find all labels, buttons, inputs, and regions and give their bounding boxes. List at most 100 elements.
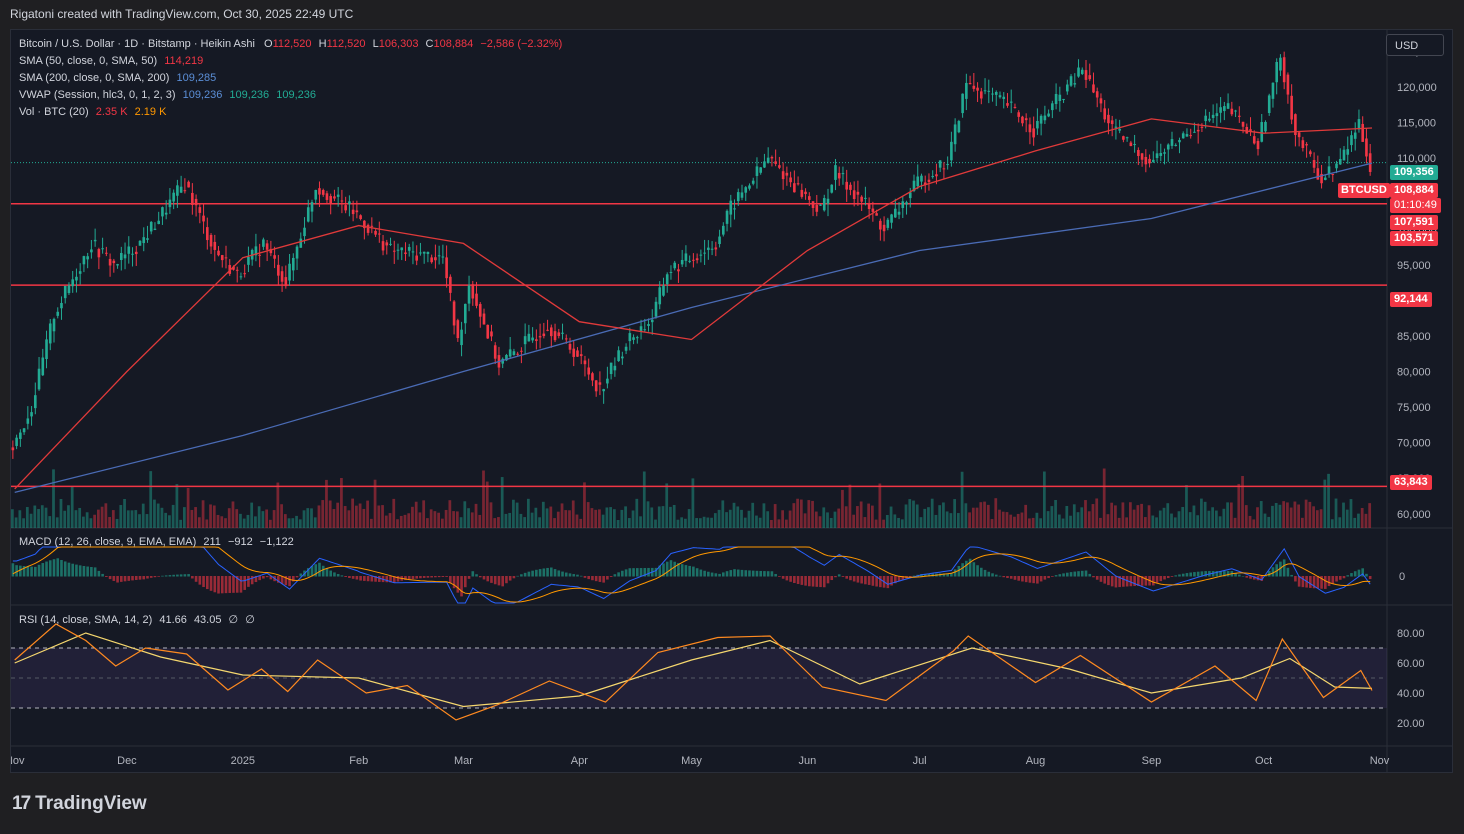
rsi-legend[interactable]: RSI (14, close, SMA, 14, 2) 41.66 43.05 … [19, 613, 255, 626]
volume-bar [740, 509, 743, 528]
macd-histogram-bar [60, 559, 63, 577]
legend-volume-row[interactable]: Vol · BTC (20) 2.35 K 2.19 K [19, 104, 562, 121]
candle-body [583, 360, 587, 365]
candle-body [950, 141, 953, 161]
candle-body [490, 331, 493, 337]
candle-body [45, 339, 48, 360]
candle-body [434, 257, 437, 261]
macd-histogram-bar [535, 569, 538, 577]
volume-bar [676, 519, 680, 528]
price-chart[interactable]: 125,000120,000115,000110,000105,000100,0… [11, 30, 1453, 773]
macd-histogram-bar [688, 565, 691, 577]
candle-body [617, 350, 620, 362]
currency-selector[interactable]: USD [1386, 34, 1444, 56]
candle-body [1241, 121, 1245, 127]
chart-frame[interactable]: 125,000120,000115,000110,000105,000100,0… [10, 29, 1453, 773]
macd-histogram-bar [220, 576, 224, 594]
macd-histogram-bar [1118, 576, 1121, 588]
candle-body [333, 196, 336, 199]
volume-bar [418, 512, 422, 528]
macd-histogram-bar [411, 576, 415, 580]
macd-histogram-bar [1286, 567, 1290, 577]
macd-histogram-bar [736, 569, 740, 577]
candle-body [426, 251, 430, 255]
macd-histogram-bar [1200, 571, 1204, 577]
candle-body [329, 196, 333, 204]
candle-body [366, 224, 370, 233]
volume-bar [1106, 514, 1110, 528]
volume-bar [1218, 516, 1222, 528]
macd-histogram-bar [478, 576, 482, 578]
vwap-value-1: 109,236 [182, 89, 223, 101]
candle-body [452, 301, 456, 326]
candle-body [673, 262, 677, 269]
candle-body [1193, 131, 1196, 133]
legend-vwap-row[interactable]: VWAP (Session, hlc3, 0, 1, 2, 3) 109,236… [19, 87, 562, 104]
volume-bar [1061, 518, 1065, 528]
volume-bar [624, 506, 627, 528]
volume-bar [463, 501, 467, 528]
volume-bar [523, 517, 526, 528]
macd-histogram-bar [119, 576, 123, 582]
macd-histogram-bar [680, 564, 684, 577]
volume-bar [25, 507, 29, 528]
candle-body [153, 228, 157, 230]
legend-sma50-row[interactable]: SMA (50, close, 0, SMA, 50) 114,219 [19, 53, 562, 70]
price-tick-label: 80,000 [1397, 366, 1431, 378]
candle-body [643, 329, 647, 331]
candle-body [1309, 151, 1312, 155]
tradingview-logo[interactable]: 17 TradingView [12, 793, 147, 815]
macd-histogram-bar [127, 576, 131, 581]
legend-sma200-row[interactable]: SMA (200, close, 0, SMA, 200) 109,285 [19, 70, 562, 87]
candle-body [624, 346, 628, 351]
candle-body [1021, 116, 1024, 124]
macd-histogram-bar [830, 576, 834, 581]
macd-histogram-bar [1234, 572, 1237, 577]
volume-bar [1114, 505, 1117, 528]
candle-body [1290, 95, 1293, 120]
macd-histogram-bar [1163, 576, 1166, 580]
macd-histogram-bar [908, 576, 912, 578]
rsi-label: RSI (14, close, SMA, 14, 2) [19, 614, 153, 626]
macd-histogram-bar [501, 576, 505, 587]
volume-bar [358, 503, 362, 528]
volume-bar [1196, 515, 1200, 528]
candle-body [71, 279, 75, 287]
volume-bar [205, 519, 209, 528]
volume-bar [942, 502, 945, 528]
macd-histogram-bar [1155, 576, 1159, 584]
candle-body [1249, 129, 1252, 131]
symbol-title[interactable]: Bitcoin / U.S. Dollar · 1D · Bitstamp · … [19, 38, 255, 50]
candle-body [897, 211, 901, 215]
macd-histogram-bar [164, 575, 168, 577]
macd-histogram-bar [1312, 576, 1316, 589]
candle-body [849, 184, 852, 190]
volume-bar [1013, 516, 1016, 528]
macd-histogram-bar [82, 565, 86, 577]
candle-body [1166, 144, 1170, 150]
volume-bar [272, 510, 276, 528]
macd-histogram-bar [426, 576, 430, 578]
volume-bar [971, 507, 975, 528]
macd-histogram-bar [1260, 576, 1264, 581]
volume-bar [55, 517, 59, 528]
candle-body [344, 205, 347, 211]
candle-body [78, 271, 82, 274]
candle-body [41, 357, 45, 376]
time-tick-label: Mar [454, 755, 473, 767]
volume-bar [807, 500, 811, 528]
volume-bar [657, 506, 661, 528]
volume-bar [770, 519, 773, 528]
volume-bar [1121, 502, 1125, 528]
macd-histogram-bar [123, 576, 127, 582]
macd-histogram-bar [1193, 572, 1196, 577]
volume-bar [254, 516, 257, 528]
volume-bar [957, 513, 960, 528]
volume-bar [392, 498, 396, 528]
macd-legend[interactable]: MACD (12, 26, close, 9, EMA, EMA) 211 −9… [19, 536, 294, 548]
volume-bar [785, 519, 788, 528]
volume-bar [863, 517, 867, 528]
candle-body [445, 257, 448, 279]
macd-histogram-bar [710, 572, 714, 577]
candle-body [1316, 168, 1320, 180]
